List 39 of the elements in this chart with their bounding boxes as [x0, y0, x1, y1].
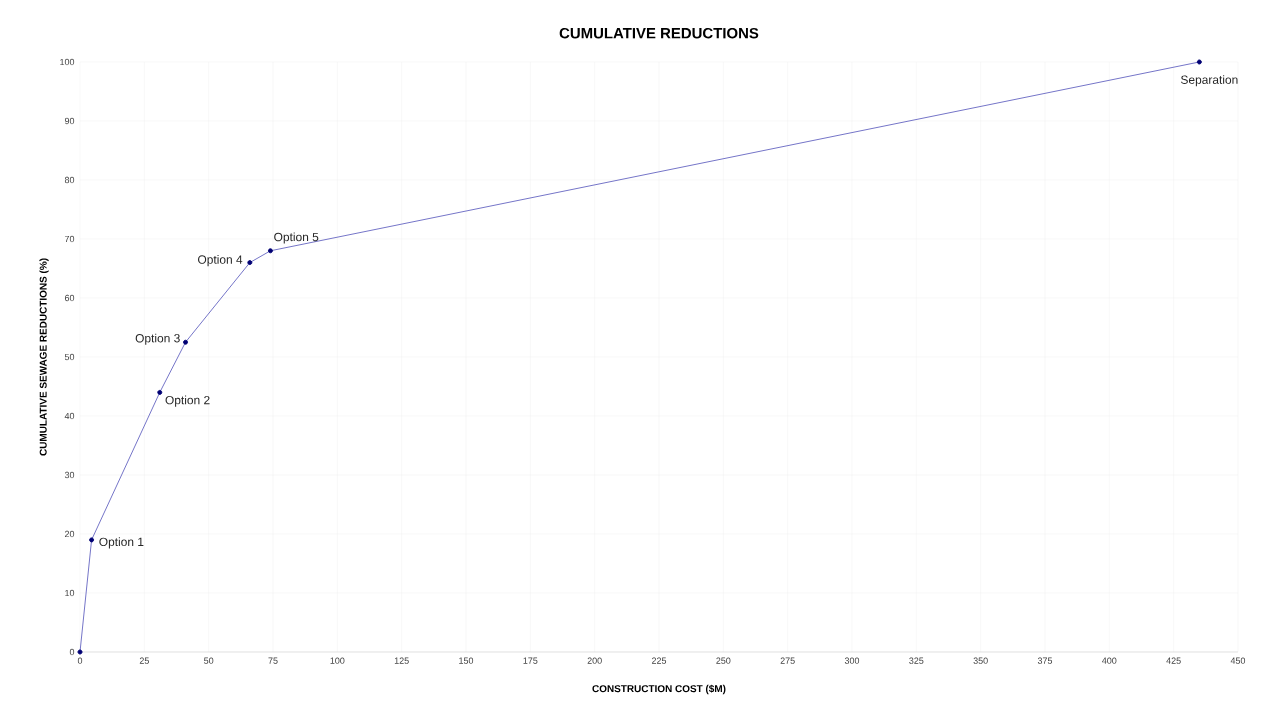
- y-tick-label: 70: [64, 235, 75, 243]
- x-axis-title: CONSTRUCTION COST ($M): [592, 684, 726, 695]
- y-tick-label: 80: [64, 176, 75, 184]
- x-tick-label: 200: [587, 657, 602, 664]
- y-tick-label: 10: [65, 589, 75, 597]
- x-tick-label: 225: [651, 657, 667, 664]
- annotation: Option 2: [165, 395, 210, 407]
- x-tick-label: 0: [77, 657, 83, 664]
- y-tick-label: 20: [64, 530, 75, 538]
- x-tick-label: 450: [1230, 657, 1246, 664]
- x-tick-label: 75: [268, 657, 278, 664]
- x-tick-label: 425: [1166, 657, 1181, 664]
- x-tick-label: 25: [139, 657, 149, 664]
- y-tick-label: 60: [64, 294, 75, 302]
- y-tick-label: 90: [64, 117, 75, 125]
- y-tick-label: 50: [64, 353, 75, 361]
- x-tick-label: 325: [909, 657, 924, 664]
- x-tick-label: 375: [1037, 657, 1053, 664]
- x-tick-label: 150: [459, 657, 474, 664]
- x-tick-label: 300: [844, 657, 860, 664]
- x-tick-label: 125: [394, 657, 409, 664]
- y-tick-label: 100: [60, 58, 75, 66]
- x-tick-label: 100: [330, 657, 345, 664]
- chart-title: CUMULATIVE REDUCTIONS: [559, 27, 759, 39]
- annotation: Option 3: [135, 333, 180, 345]
- annotation: Option 1: [99, 537, 144, 549]
- x-tick-label: 275: [780, 657, 795, 664]
- x-tick-label: 400: [1102, 657, 1117, 664]
- annotation: Option 4: [198, 255, 243, 267]
- x-tick-label: 350: [973, 657, 988, 664]
- x-tick-label: 250: [716, 657, 731, 664]
- y-tick-label: 30: [64, 471, 75, 479]
- y-tick-label: 0: [69, 648, 75, 656]
- annotation: Separation: [1180, 75, 1238, 87]
- y-axis-title: CUMULATIVE SEWAGE REDUCTIONS (%): [39, 258, 49, 456]
- x-tick-label: 50: [204, 657, 214, 664]
- annotation: Option 5: [274, 232, 319, 244]
- x-tick-label: 175: [523, 657, 538, 664]
- y-tick-label: 40: [64, 412, 75, 420]
